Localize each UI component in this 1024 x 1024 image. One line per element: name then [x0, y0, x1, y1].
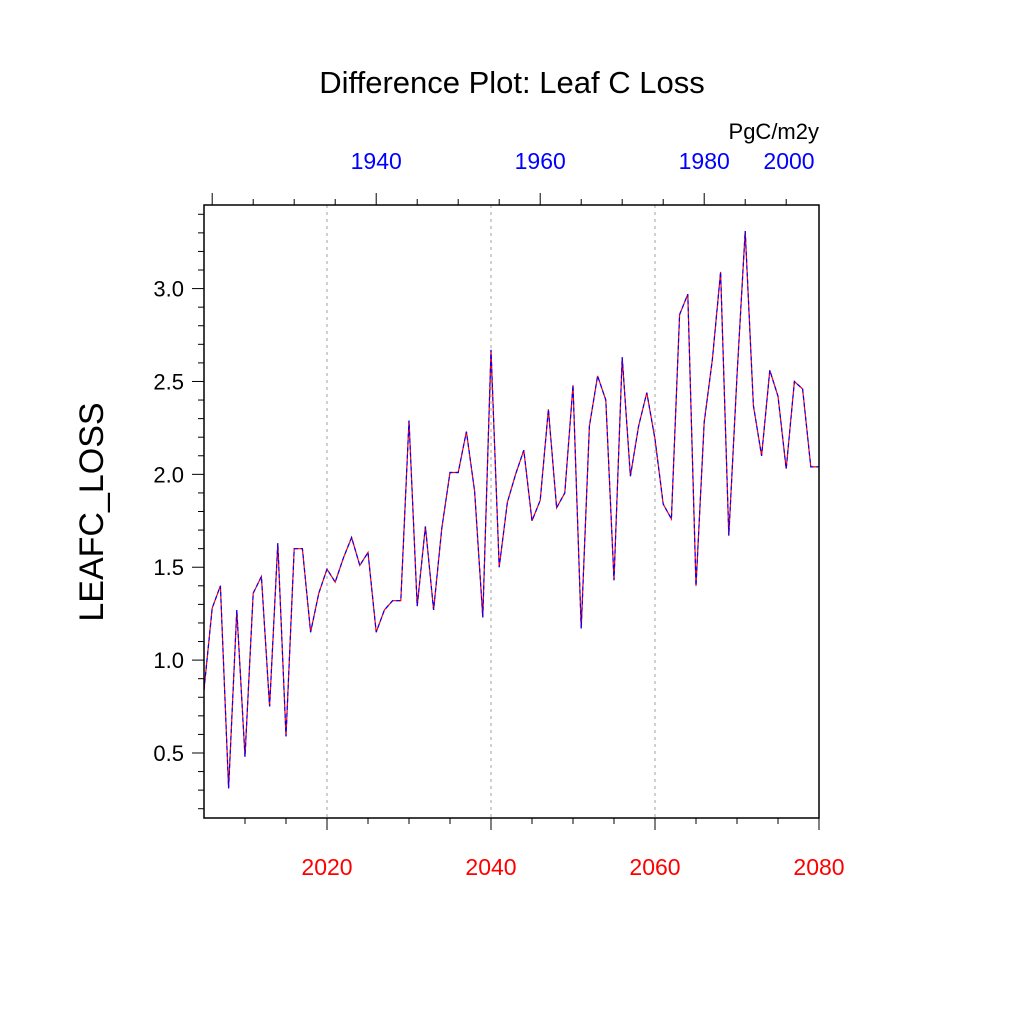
- y-tick-label: 1.0: [153, 648, 184, 673]
- units-label: PgC/m2y: [729, 119, 819, 144]
- bottom-x-tick-label: 2020: [301, 854, 352, 880]
- top-x-tick-label: 1980: [679, 148, 730, 174]
- bottom-x-tick-label: 2040: [465, 854, 516, 880]
- bottom-x-tick-label: 2080: [793, 854, 844, 880]
- top-x-tick-label: 1940: [351, 148, 402, 174]
- series-line-blue: [203, 230, 819, 789]
- series-line-red: [203, 230, 819, 789]
- y-axis-tick-labels: 0.5 1.0 1.5 2.0 2.5 3.0: [153, 277, 184, 766]
- y-tick-label: 2.5: [153, 369, 184, 394]
- chart-title: Difference Plot: Leaf C Loss: [319, 65, 704, 100]
- top-x-axis-tick-labels: 1940 1960 1980 2000: [351, 148, 815, 174]
- y-tick-label: 2.0: [153, 462, 184, 487]
- y-tick-label: 1.5: [153, 555, 184, 580]
- grid-lines: [326, 205, 656, 818]
- y-tick-label: 3.0: [153, 277, 184, 302]
- bottom-x-axis-tick-labels: 2020 2040 2060 2080: [301, 854, 844, 880]
- top-x-tick-label: 1960: [515, 148, 566, 174]
- axis-ticks: [192, 193, 820, 830]
- series-lines: [203, 230, 819, 789]
- plot-frame: [203, 204, 820, 819]
- y-tick-label: 0.5: [153, 741, 184, 766]
- y-axis-label: LEAFC_LOSS: [73, 402, 111, 621]
- top-x-tick-label: 2000: [763, 148, 814, 174]
- bottom-x-tick-label: 2060: [629, 854, 680, 880]
